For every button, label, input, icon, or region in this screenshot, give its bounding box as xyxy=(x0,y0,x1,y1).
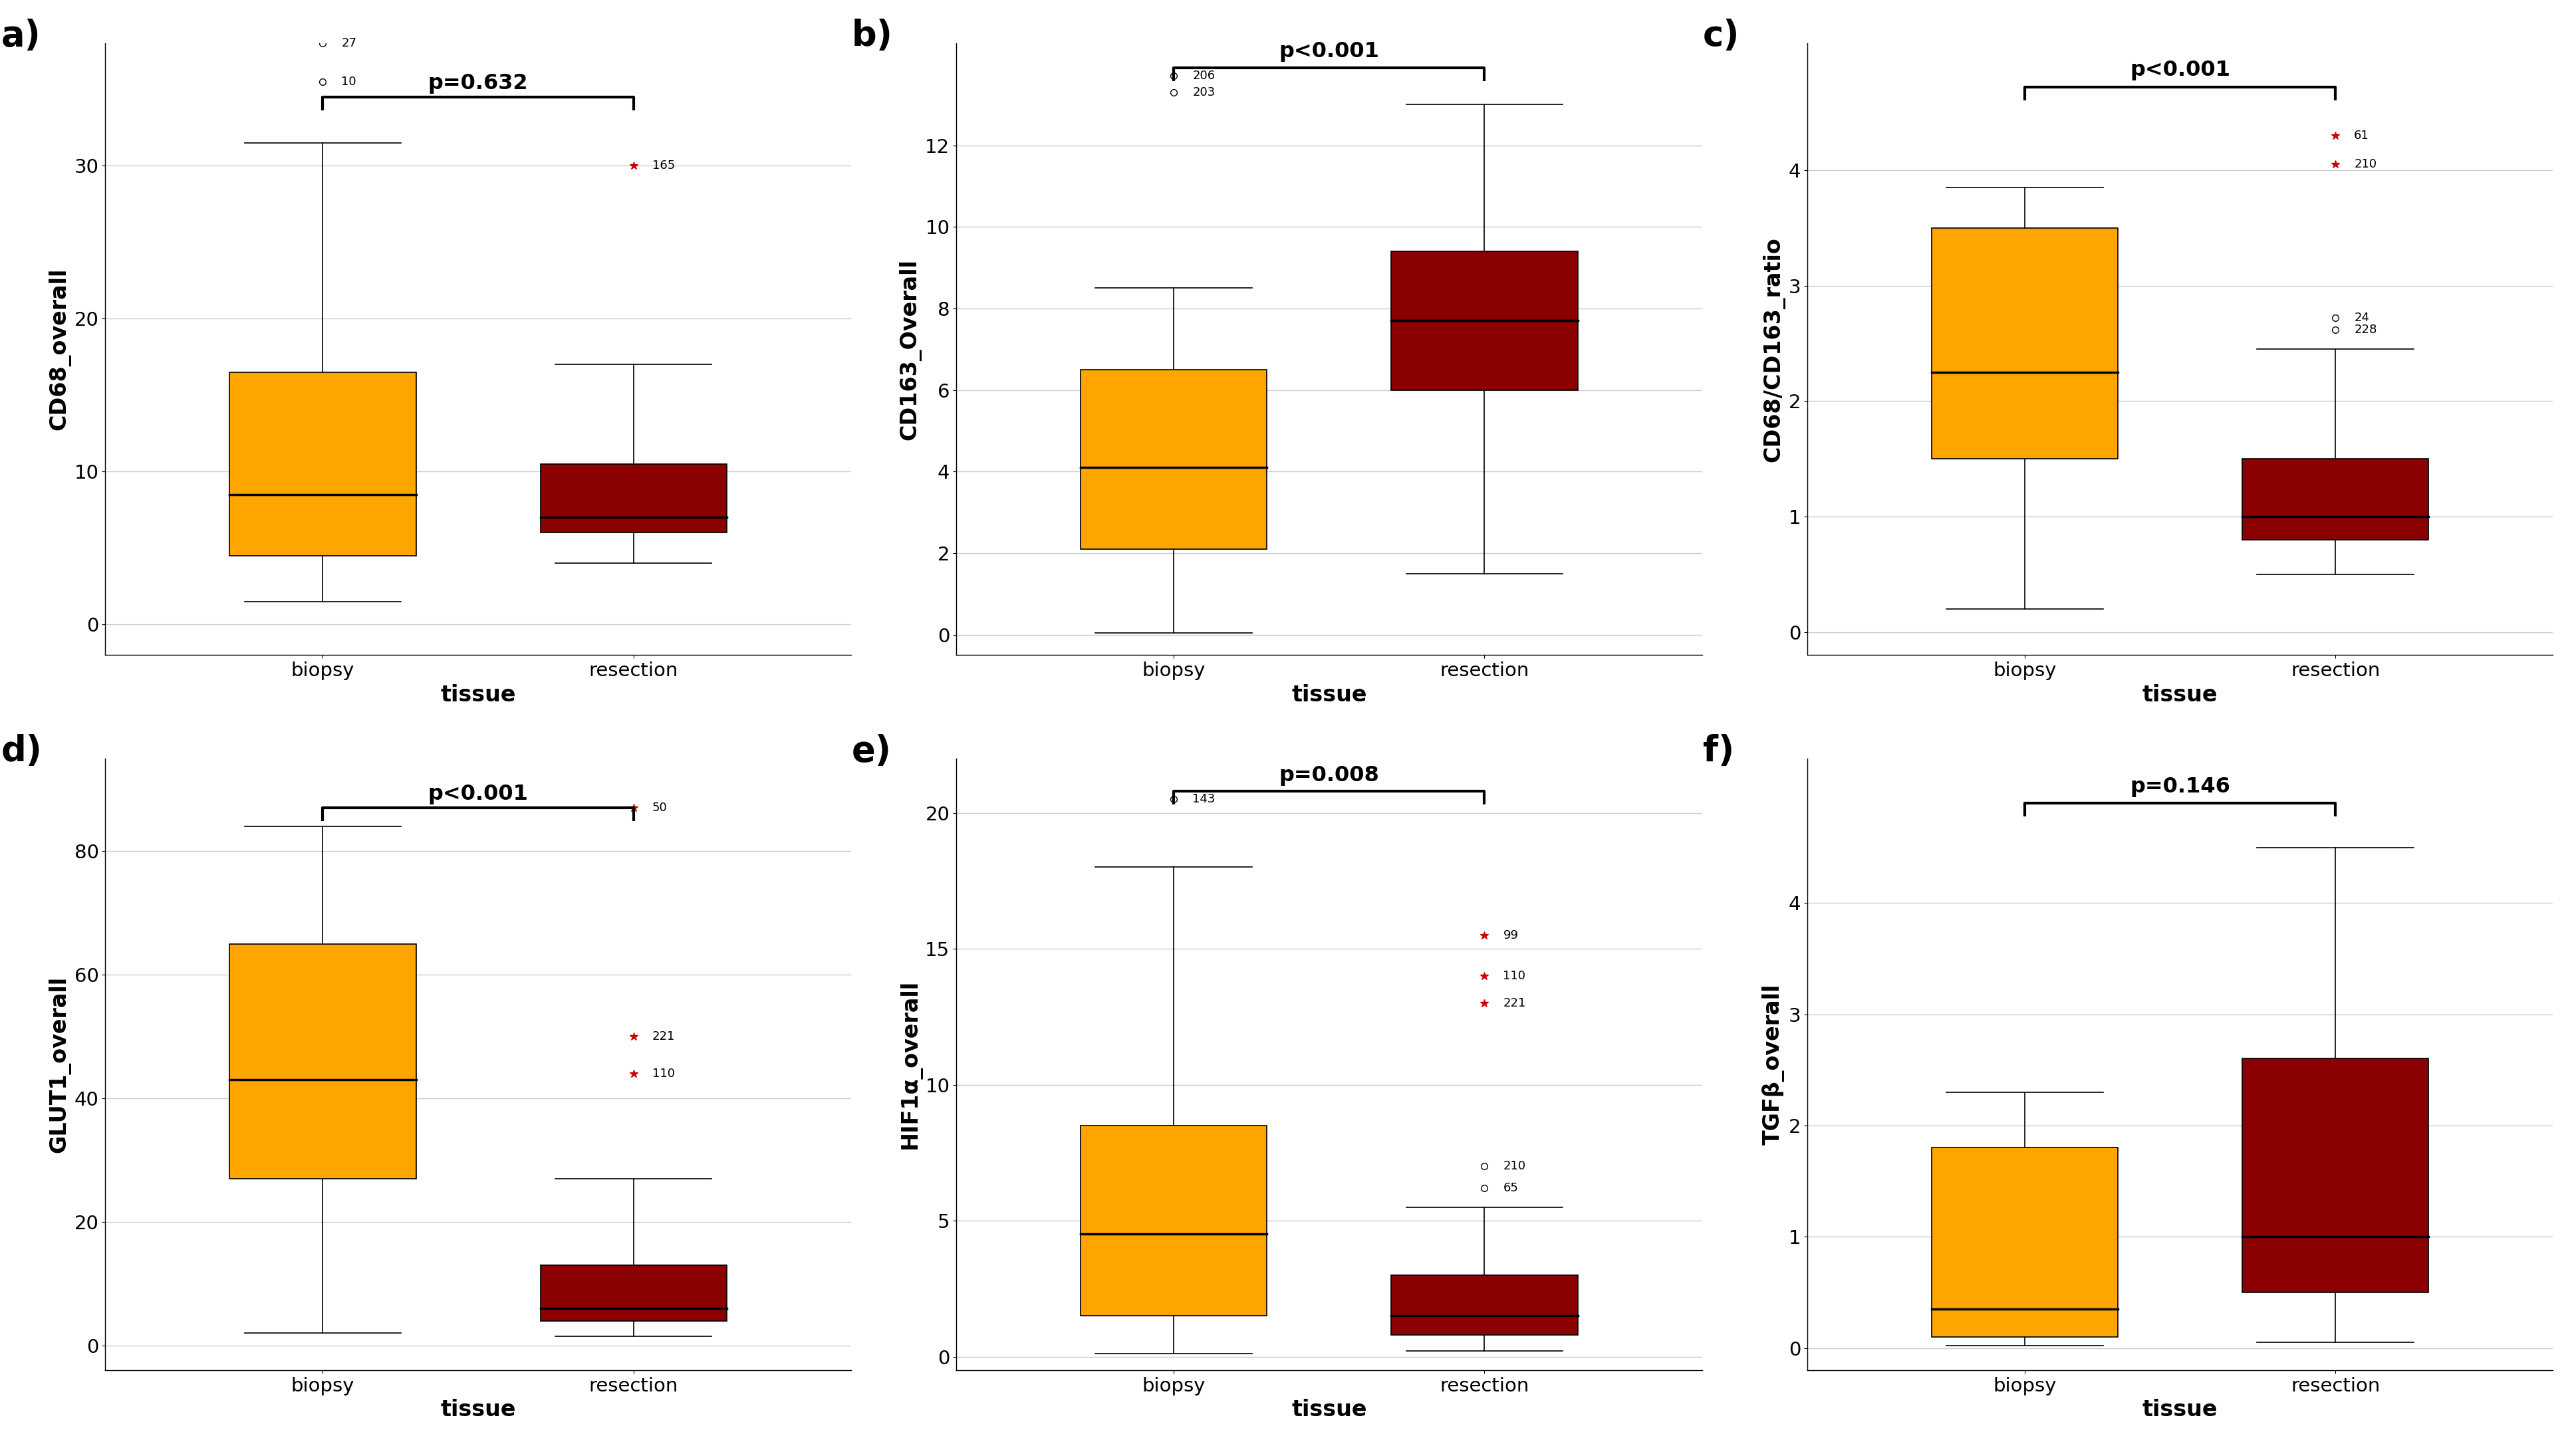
Text: 10: 10 xyxy=(343,75,355,88)
Text: p=0.008: p=0.008 xyxy=(1278,765,1378,786)
Y-axis label: CD68_overall: CD68_overall xyxy=(49,269,70,430)
Bar xyxy=(541,1265,726,1321)
Y-axis label: CD68/CD163_ratio: CD68/CD163_ratio xyxy=(1762,237,1785,462)
Text: 221: 221 xyxy=(652,1031,675,1043)
Text: 221: 221 xyxy=(1502,998,1525,1009)
Text: p<0.001: p<0.001 xyxy=(2130,59,2231,81)
Bar xyxy=(1079,1125,1267,1315)
Text: c): c) xyxy=(1703,19,1739,53)
X-axis label: tissue: tissue xyxy=(2143,684,2218,706)
Text: 143: 143 xyxy=(1193,793,1216,806)
Y-axis label: HIF1α_overall: HIF1α_overall xyxy=(899,979,922,1149)
Text: 110: 110 xyxy=(652,1067,675,1080)
Text: 210: 210 xyxy=(2354,159,2378,170)
Text: 99: 99 xyxy=(1502,928,1517,941)
Text: p<0.001: p<0.001 xyxy=(428,784,528,804)
Text: 65: 65 xyxy=(1502,1183,1517,1194)
Text: d): d) xyxy=(0,734,41,768)
X-axis label: tissue: tissue xyxy=(440,684,515,706)
Bar xyxy=(1932,1148,2117,1337)
X-axis label: tissue: tissue xyxy=(1291,1399,1368,1421)
Y-axis label: CD163_Overall: CD163_Overall xyxy=(899,258,922,440)
Text: p=0.632: p=0.632 xyxy=(428,74,528,94)
Bar xyxy=(2241,459,2429,540)
Y-axis label: GLUT1_overall: GLUT1_overall xyxy=(49,976,70,1152)
Bar xyxy=(229,373,415,556)
Bar xyxy=(541,464,726,533)
Text: f): f) xyxy=(1703,734,1734,768)
Text: a): a) xyxy=(0,19,41,53)
X-axis label: tissue: tissue xyxy=(1291,684,1368,706)
Y-axis label: TGFβ_overall: TGFβ_overall xyxy=(1762,983,1785,1145)
Bar xyxy=(2241,1058,2429,1292)
Text: 61: 61 xyxy=(2354,130,2370,142)
Text: p=0.146: p=0.146 xyxy=(2130,777,2231,797)
Text: b): b) xyxy=(853,19,894,53)
Bar xyxy=(1932,228,2117,459)
Bar xyxy=(1391,1275,1577,1334)
Text: 165: 165 xyxy=(652,160,675,172)
Text: 210: 210 xyxy=(1502,1161,1525,1173)
Text: 203: 203 xyxy=(1193,87,1216,98)
Bar xyxy=(229,944,415,1178)
Bar xyxy=(1079,370,1267,549)
Text: 50: 50 xyxy=(652,801,667,814)
Text: 228: 228 xyxy=(2354,323,2378,335)
Text: p<0.001: p<0.001 xyxy=(1278,40,1378,62)
Bar xyxy=(1391,251,1577,390)
Text: 27: 27 xyxy=(343,38,355,49)
Text: 110: 110 xyxy=(1502,970,1525,982)
Text: 24: 24 xyxy=(2354,312,2370,323)
X-axis label: tissue: tissue xyxy=(440,1399,515,1421)
Text: e): e) xyxy=(853,734,891,768)
Text: 206: 206 xyxy=(1193,69,1216,82)
X-axis label: tissue: tissue xyxy=(2143,1399,2218,1421)
